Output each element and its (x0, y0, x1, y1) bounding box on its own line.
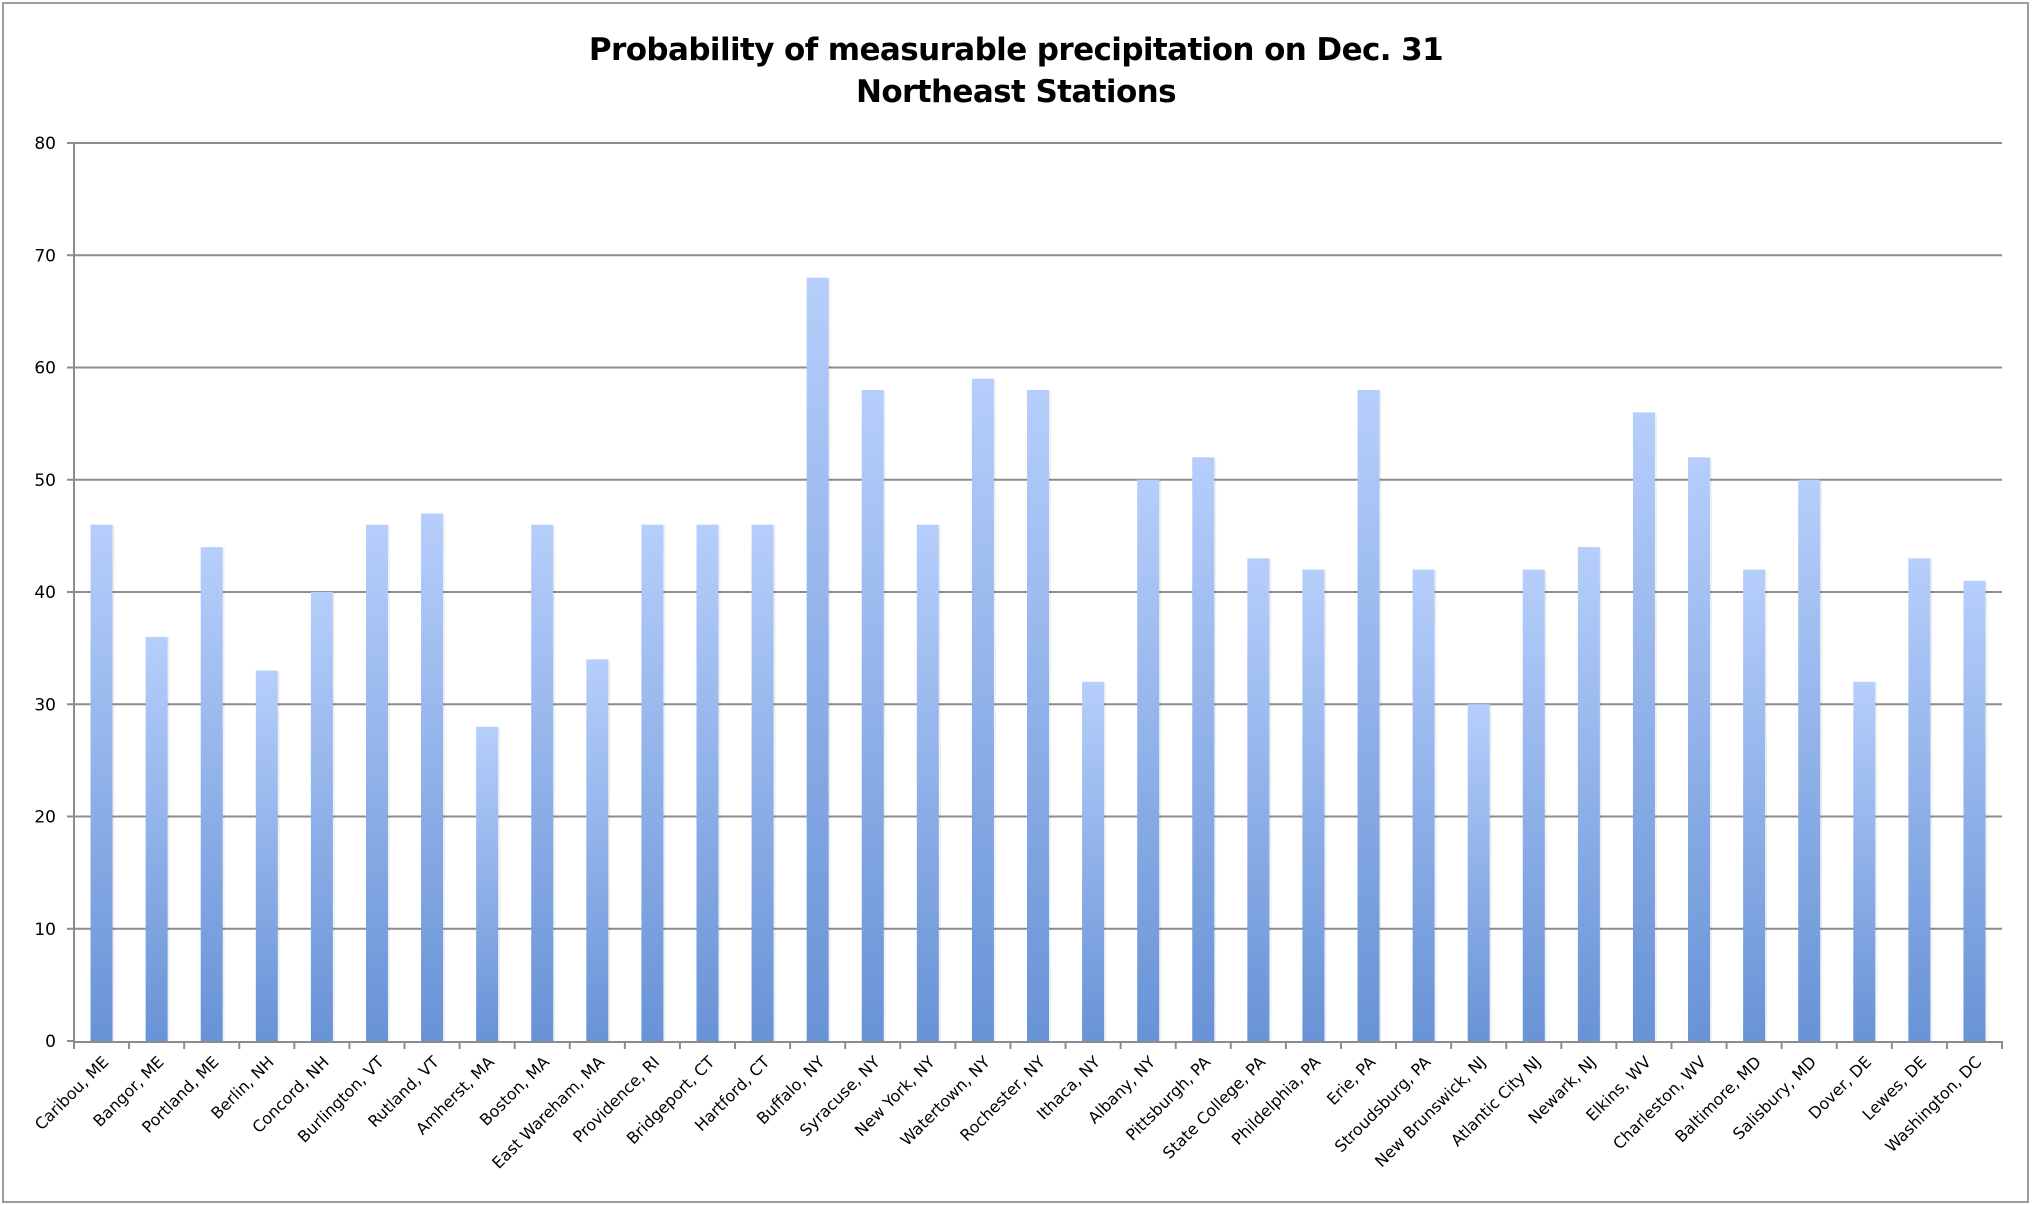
y-tick-label: 0 (45, 1032, 56, 1052)
bar (531, 524, 554, 1041)
bar (586, 659, 609, 1041)
y-tick-label: 60 (34, 359, 56, 379)
bar (1027, 389, 1049, 1041)
y-tick-label: 40 (34, 583, 56, 603)
bar (1743, 569, 1766, 1041)
y-tick-label: 70 (34, 246, 56, 266)
bar (255, 670, 278, 1041)
bar (1798, 479, 1821, 1041)
bar (696, 524, 719, 1041)
bar (971, 378, 994, 1042)
y-tick-label: 80 (34, 134, 56, 154)
y-axis: 0 10 20 30 40 50 60 70 80 (34, 134, 75, 1052)
y-tick-label: 20 (34, 808, 56, 828)
bar (310, 592, 333, 1041)
bar (1577, 547, 1600, 1041)
bars (90, 277, 1988, 1042)
bar (861, 389, 884, 1041)
bar (1082, 681, 1105, 1041)
bar (145, 636, 168, 1041)
x-tick-label: Washington, DC (1882, 1052, 1986, 1156)
bar (365, 524, 388, 1041)
bar (751, 524, 774, 1041)
y-tick-label: 10 (34, 920, 56, 940)
bar (1908, 558, 1931, 1041)
bar (806, 277, 829, 1041)
bar (1632, 412, 1655, 1041)
bar (916, 524, 939, 1041)
x-tick-label: Stroudsburg, PA (1331, 1052, 1435, 1156)
x-tick-label: Charleston, WV (1609, 1052, 1710, 1153)
bar (1247, 558, 1270, 1041)
bar (421, 513, 444, 1041)
bar (1853, 681, 1876, 1041)
x-tick-label: State College, PA (1159, 1052, 1269, 1162)
bar (90, 524, 113, 1041)
bar (476, 726, 499, 1041)
x-tick-label: Erie, PA (1323, 1052, 1379, 1108)
bar (1192, 457, 1215, 1041)
y-tick-label: 50 (34, 471, 56, 491)
bar (1302, 569, 1325, 1041)
bar (1137, 479, 1160, 1041)
y-tick-label: 30 (34, 695, 56, 715)
bar (1412, 569, 1435, 1041)
chart-title: Probability of measurable precipitation … (588, 32, 1444, 68)
chart-subtitle: Northeast Stations (856, 74, 1177, 110)
bar (1467, 704, 1490, 1041)
bar (1963, 580, 1986, 1041)
bar (1522, 569, 1545, 1041)
bar (1357, 389, 1380, 1041)
bar (1688, 457, 1711, 1041)
bar (200, 547, 223, 1041)
bar (641, 524, 664, 1041)
